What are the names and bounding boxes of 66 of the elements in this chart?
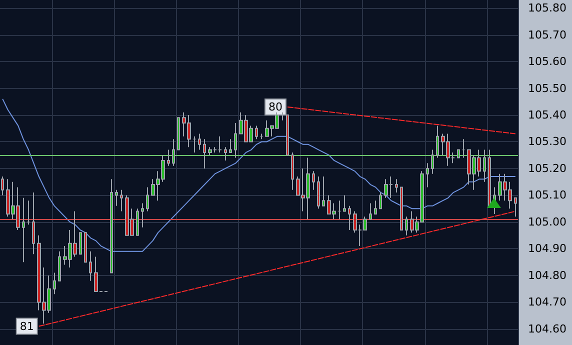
candlestick bbox=[84, 232, 87, 263]
candlestick bbox=[374, 200, 377, 214]
y-tick-label: 105.20 bbox=[528, 162, 566, 175]
series-label: 81 bbox=[20, 320, 34, 333]
candlestick bbox=[348, 205, 351, 230]
candlestick bbox=[426, 162, 429, 188]
candlestick bbox=[79, 232, 82, 255]
series-label: 80 bbox=[268, 100, 282, 114]
candlestick bbox=[317, 176, 320, 210]
y-tick-label: 105.40 bbox=[528, 108, 566, 122]
candlestick bbox=[22, 197, 25, 263]
candlestick bbox=[286, 114, 289, 156]
candlestick bbox=[255, 125, 258, 140]
candlestick bbox=[32, 192, 35, 255]
candlestick bbox=[141, 202, 144, 228]
y-tick-label: 105.30 bbox=[528, 135, 566, 148]
candlestick bbox=[431, 149, 434, 174]
candlestick bbox=[291, 152, 294, 190]
candlestick bbox=[89, 250, 92, 282]
candlestick bbox=[436, 125, 439, 158]
candlestick bbox=[322, 176, 325, 206]
y-tick-label: 104.60 bbox=[528, 322, 566, 336]
y-tick-label: 104.70 bbox=[528, 296, 566, 309]
y-tick-label: 105.60 bbox=[528, 55, 566, 68]
y-tick-label: 105.80 bbox=[528, 2, 566, 15]
candlestick bbox=[146, 186, 149, 212]
candlestick bbox=[167, 149, 170, 166]
y-tick-label: 105.50 bbox=[528, 82, 566, 95]
candlestick bbox=[172, 138, 175, 166]
candlestick bbox=[1, 176, 4, 196]
candlestick bbox=[338, 200, 341, 220]
candlestick bbox=[203, 138, 206, 169]
candlestick bbox=[115, 189, 118, 206]
candlestick bbox=[462, 138, 465, 158]
candlestick bbox=[218, 136, 222, 153]
candlestick bbox=[281, 112, 284, 121]
candlestick bbox=[343, 194, 346, 212]
candlestick bbox=[514, 197, 517, 218]
candlestick bbox=[58, 250, 61, 282]
candlestick bbox=[405, 216, 408, 236]
candlestick bbox=[457, 149, 460, 158]
candlestick bbox=[312, 170, 315, 190]
candlestick bbox=[400, 186, 403, 230]
y-tick-label: 105.70 bbox=[528, 28, 566, 42]
candlestick bbox=[260, 133, 263, 140]
candlestick bbox=[136, 208, 139, 236]
candlestick bbox=[369, 202, 372, 220]
candlestick bbox=[193, 136, 196, 153]
candlestick bbox=[234, 122, 237, 158]
candlestick bbox=[27, 200, 30, 226]
y-tick-label: 104.90 bbox=[528, 242, 566, 256]
candlestick bbox=[198, 133, 201, 150]
candlestick bbox=[229, 138, 232, 153]
candlestick bbox=[483, 149, 486, 182]
candlestick bbox=[379, 192, 382, 210]
line-series bbox=[2, 98, 516, 252]
y-tick-label: 105.00 bbox=[528, 215, 566, 228]
candlestick bbox=[177, 117, 180, 150]
candlestick bbox=[120, 189, 123, 212]
candlestick bbox=[395, 178, 398, 194]
candlestick bbox=[224, 146, 227, 161]
candlestick bbox=[488, 149, 491, 206]
y-tick-label: 105.10 bbox=[528, 188, 566, 202]
candlestick bbox=[53, 272, 56, 295]
candlestick bbox=[110, 178, 113, 274]
y-tick-label: 104.80 bbox=[528, 268, 566, 282]
